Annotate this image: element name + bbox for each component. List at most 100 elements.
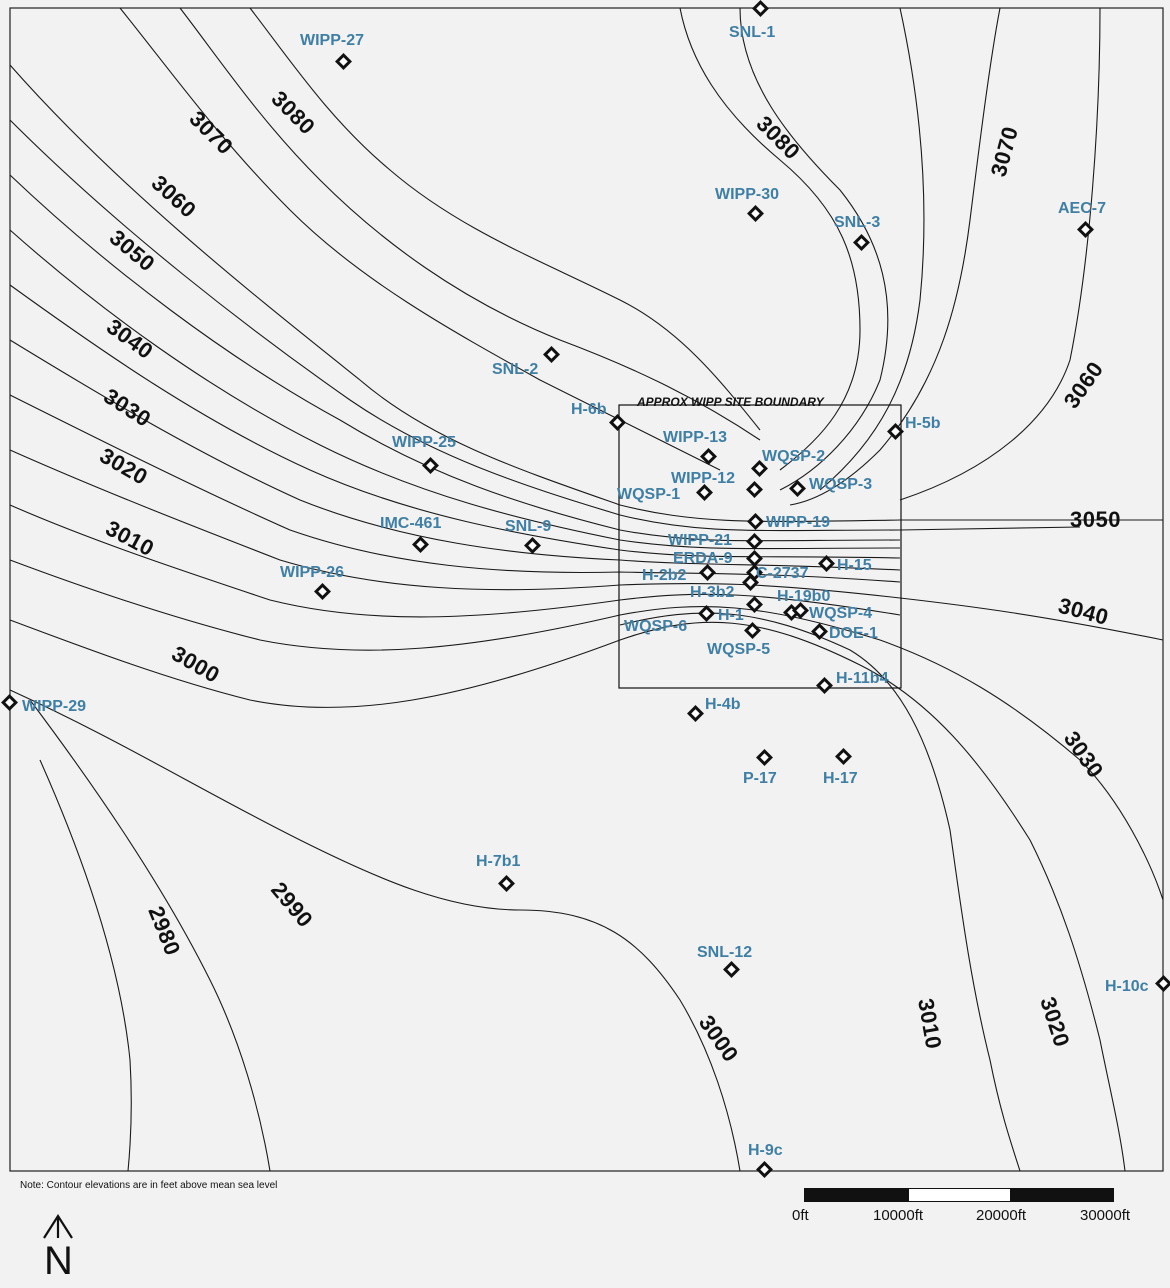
well-snl-12[interactable]: SNL-12 <box>697 944 752 978</box>
well-h-7b1[interactable]: H-7b1 <box>476 853 521 892</box>
well-label: H-11b4 <box>836 670 889 687</box>
well-p-17[interactable]: P-17 <box>743 749 777 787</box>
contour-label: 3060 <box>1059 357 1109 413</box>
well-marker-icon <box>498 875 515 892</box>
well-marker-icon <box>742 574 759 591</box>
scale-segment <box>908 1188 1011 1202</box>
well-wipp-26[interactable]: WIPP-26 <box>280 564 344 600</box>
well-label: IMC-461 <box>380 515 441 532</box>
well-marker-icon <box>789 480 806 497</box>
well-snl-9[interactable]: SNL-9 <box>505 518 551 554</box>
well-wqsp-3[interactable]: WQSP-3 <box>789 476 872 497</box>
well-wqsp-6[interactable]: WQSP-6 <box>624 605 715 635</box>
well-marker-icon <box>752 0 769 17</box>
well-wqsp-5[interactable]: WQSP-5 <box>707 622 770 658</box>
contour-label: 3010 <box>102 515 159 561</box>
well-snl-1[interactable]: SNL-1 <box>729 0 775 41</box>
scale-bar <box>804 1188 1114 1202</box>
contour-label: 3080 <box>266 86 320 140</box>
scale-segment <box>1011 1188 1114 1202</box>
well-marker-icon <box>422 457 439 474</box>
contour-label: 3070 <box>986 124 1023 180</box>
well-h-4b[interactable]: H-4b <box>687 696 741 722</box>
contour-label: 3030 <box>1059 727 1109 783</box>
well-label: SNL-2 <box>492 361 538 378</box>
well-label: WQSP-2 <box>762 448 825 465</box>
well-h-6b[interactable]: H-6b <box>571 401 626 431</box>
well-label: WQSP-3 <box>809 476 872 493</box>
well-marker-icon <box>543 346 560 363</box>
well-marker-icon <box>746 596 763 613</box>
well-marker-icon <box>835 748 852 765</box>
well-h-5b[interactable]: H-5b <box>887 415 941 440</box>
scale-segment <box>804 1188 908 1202</box>
well-h-3b2[interactable]: H-3b2 <box>690 574 759 601</box>
well-marker-icon <box>1 694 18 711</box>
contour-labels: 3080 3070 3060 3050 3040 3030 3020 3010 … <box>96 86 1121 1067</box>
well-aec-7[interactable]: AEC-7 <box>1058 200 1106 238</box>
well-label: H-17 <box>823 770 858 787</box>
well-label: SNL-12 <box>697 944 752 961</box>
site-boundary-label: APPROX WIPP SITE BOUNDARY <box>636 395 825 409</box>
well-wqsp-1[interactable]: WQSP-1 <box>617 484 713 503</box>
scale-tick: 10000ft <box>873 1207 924 1224</box>
site-boundary <box>618 404 902 689</box>
contour-label: 2980 <box>143 903 185 960</box>
map-note: Note: Contour elevations are in feet abo… <box>20 1180 278 1191</box>
well-label: H-5b <box>905 415 941 432</box>
well-marker-icon <box>887 423 904 440</box>
contour-lines <box>9 64 1164 1172</box>
well-h-9c[interactable]: H-9c <box>748 1142 783 1178</box>
well-label: H-15 <box>837 557 872 574</box>
well-marker-icon <box>818 555 835 572</box>
well-label: H-19b0 <box>777 588 830 605</box>
well-wipp-19[interactable]: WIPP-19 <box>747 513 830 531</box>
well-label: SNL-1 <box>729 24 775 41</box>
well-marker-icon <box>723 961 740 978</box>
scale-tick: 20000ft <box>976 1207 1027 1224</box>
well-h-10c[interactable]: H-10c <box>1105 975 1170 995</box>
well-snl-2[interactable]: SNL-2 <box>492 346 560 378</box>
well-imc-461[interactable]: IMC-461 <box>380 515 441 553</box>
well-h-11b4[interactable]: H-11b4 <box>816 670 889 694</box>
well-h-1[interactable]: H-1 <box>718 596 763 624</box>
well-label: WIPP-30 <box>715 186 779 203</box>
well-doe-1[interactable]: DOE-1 <box>811 623 878 642</box>
north-arrow-icon: N <box>38 1208 78 1283</box>
well-h-15[interactable]: H-15 <box>818 555 872 574</box>
well-wipp-29[interactable]: WIPP-29 <box>1 694 86 715</box>
scale-tick: 30000ft <box>1080 1207 1131 1224</box>
well-marker-icon <box>696 484 713 501</box>
well-erda-9[interactable]: ERDA-9 <box>673 550 763 567</box>
well-label: H-4b <box>705 696 741 713</box>
well-marker-icon <box>746 533 763 550</box>
well-h-2b2[interactable]: H-2b2 <box>642 564 716 584</box>
well-snl-3[interactable]: SNL-3 <box>834 214 880 251</box>
well-label: H-9c <box>748 1142 783 1159</box>
well-label: AEC-7 <box>1058 200 1106 217</box>
well-label: H-1 <box>718 607 744 624</box>
contour-label: 3020 <box>1035 994 1075 1050</box>
well-c-2737[interactable]: C-2737 <box>746 564 809 582</box>
well-wqsp-2[interactable]: WQSP-2 <box>751 448 825 477</box>
well-wipp-12[interactable]: WIPP-12 <box>671 470 763 498</box>
well-label: SNL-9 <box>505 518 551 535</box>
contour-label: 3000 <box>694 1011 744 1067</box>
well-wipp-27[interactable]: WIPP-27 <box>300 32 364 70</box>
well-wipp-21[interactable]: WIPP-21 <box>668 532 763 550</box>
well-wipp-30[interactable]: WIPP-30 <box>715 186 779 222</box>
well-label: H-7b1 <box>476 853 521 870</box>
well-marker-icon <box>746 481 763 498</box>
well-wqsp-4[interactable]: WQSP-4 <box>792 602 872 622</box>
well-wipp-13[interactable]: WIPP-13 <box>663 429 727 465</box>
well-label: DOE-1 <box>829 625 878 642</box>
well-wipp-25[interactable]: WIPP-25 <box>392 434 456 474</box>
well-marker-icon <box>524 537 541 554</box>
well-label: WQSP-5 <box>707 641 770 658</box>
well-h-19b0[interactable]: H-19b0 <box>777 588 830 621</box>
well-label: H-2b2 <box>642 567 687 584</box>
map-frame <box>9 7 1164 1172</box>
well-h-17[interactable]: H-17 <box>823 748 858 787</box>
contour-label: 3080 <box>751 111 805 165</box>
